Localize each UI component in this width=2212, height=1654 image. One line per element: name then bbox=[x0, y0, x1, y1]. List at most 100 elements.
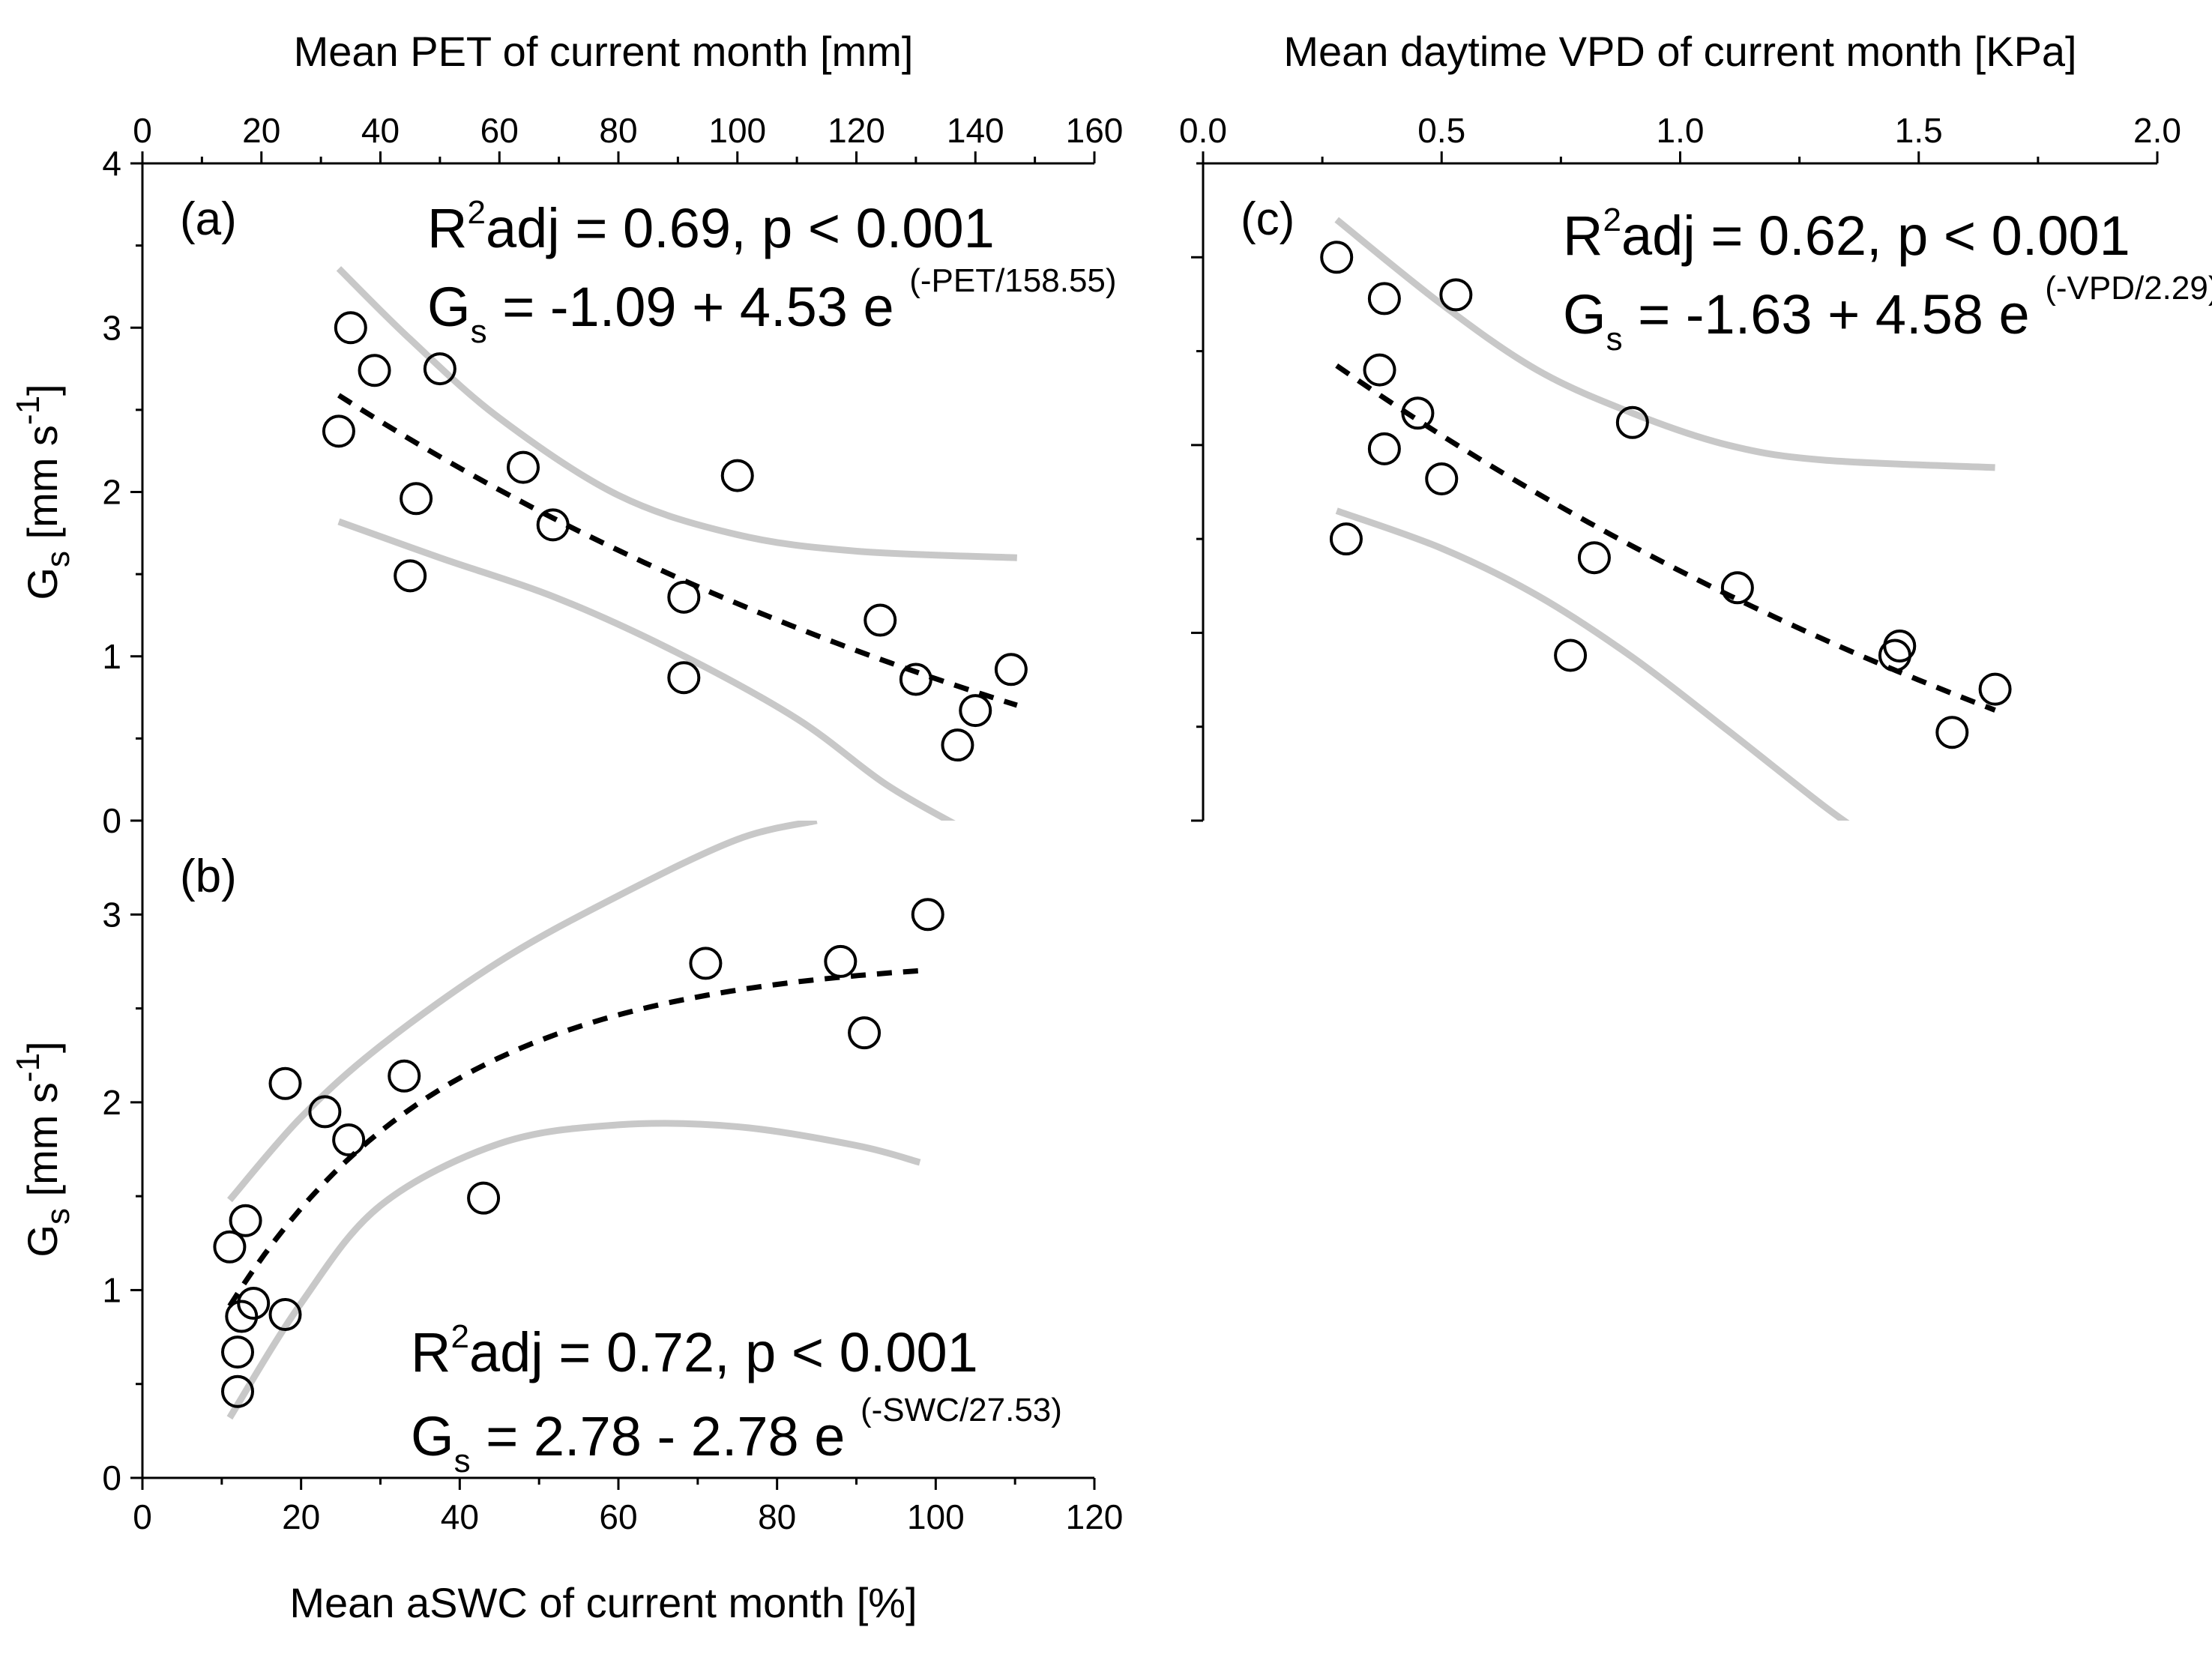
data-point bbox=[536, 508, 570, 542]
panel-label-c: (c) bbox=[1241, 193, 1295, 245]
x-axis-title-c: Mean daytime VPD of current month [KPa] bbox=[1283, 28, 2076, 75]
data-point bbox=[1720, 571, 1754, 605]
data-point bbox=[467, 1181, 501, 1215]
x-tick-label: 80 bbox=[599, 111, 637, 150]
equation-lhs: G bbox=[411, 1405, 454, 1467]
y-tick-label: 1 bbox=[102, 1270, 121, 1309]
equation-lhs-subscript: s bbox=[471, 313, 487, 350]
data-point bbox=[358, 354, 391, 387]
data-point bbox=[225, 1300, 259, 1333]
equation-exponent: (-SWC/27.53) bbox=[861, 1392, 1062, 1428]
data-point bbox=[1577, 541, 1611, 575]
x-tick-label: 0.0 bbox=[1179, 111, 1227, 150]
x-tick-label: 2.0 bbox=[2133, 111, 2181, 150]
data-point bbox=[1883, 629, 1917, 662]
x-tick-label: 40 bbox=[441, 1497, 479, 1536]
data-point bbox=[941, 728, 974, 762]
x-tick-label: 100 bbox=[907, 1497, 965, 1536]
stats-r: R bbox=[411, 1321, 450, 1383]
y-tick-label: 2 bbox=[102, 473, 121, 512]
data-point bbox=[322, 414, 355, 448]
equation-annotation-b: Gs = 2.78 - 2.78 e (-SWC/27.53) bbox=[411, 1392, 1062, 1479]
x-tick-label: 120 bbox=[828, 111, 885, 150]
y-title-unit: [mm s bbox=[19, 1082, 66, 1208]
stats-annotation-c: R2adj = 0.62, p < 0.001 bbox=[1563, 202, 2130, 267]
data-point bbox=[899, 662, 932, 696]
equation-exponent: (-VPD/2.29) bbox=[2045, 270, 2212, 307]
y-tick-label: 0 bbox=[102, 801, 121, 840]
equation-rhs: = 2.78 - 2.78 e bbox=[471, 1405, 861, 1467]
stats-annotation-a: R2adj = 0.69, p < 0.001 bbox=[427, 194, 995, 259]
x-tick-label: 0 bbox=[133, 1497, 152, 1536]
x-tick-label: 1.5 bbox=[1895, 111, 1943, 150]
stats-r-superscript: 2 bbox=[450, 1318, 468, 1355]
data-point bbox=[959, 694, 992, 728]
data-point bbox=[911, 898, 944, 932]
data-point bbox=[1978, 672, 2012, 706]
equation-lhs: G bbox=[1563, 283, 1606, 345]
ci-lower-curve-b bbox=[226, 1120, 921, 1420]
data-point bbox=[1554, 639, 1588, 672]
x-tick-label: 20 bbox=[242, 111, 280, 150]
data-point bbox=[213, 1230, 247, 1264]
ci-upper-curve-a bbox=[336, 266, 1017, 561]
ci-upper-curve-c bbox=[1334, 217, 1995, 471]
data-point bbox=[824, 944, 858, 978]
equation-rhs: = -1.63 + 4.58 e bbox=[1623, 283, 2046, 345]
data-point bbox=[268, 1066, 302, 1100]
data-point bbox=[689, 947, 723, 980]
y-title-symbol: G bbox=[19, 1225, 66, 1258]
panel-c: 0.0 0.5 1.0 1.5 2.0 Mean daytime VPD of curre… bbox=[1179, 28, 2212, 822]
fit-curve-b bbox=[227, 968, 929, 1308]
stats-r-superscript: 2 bbox=[1603, 202, 1621, 238]
data-point bbox=[667, 661, 701, 695]
data-point bbox=[1439, 278, 1473, 312]
equation-lhs-subscript: s bbox=[454, 1443, 471, 1479]
y-tick-label: 3 bbox=[102, 308, 121, 347]
y-title-unit-exp: -1 bbox=[10, 1053, 46, 1082]
y-tick-label: 1 bbox=[102, 637, 121, 676]
x-axis-title-a: Mean PET of current month [mm] bbox=[294, 28, 914, 75]
fit-curve-c bbox=[1335, 363, 1996, 713]
data-point bbox=[720, 459, 754, 492]
x-tick-label: 120 bbox=[1066, 1497, 1124, 1536]
x-tick-label: 60 bbox=[599, 1497, 637, 1536]
data-point bbox=[268, 1298, 302, 1332]
data-point bbox=[1367, 282, 1401, 316]
data-point bbox=[1401, 396, 1435, 430]
stats-text: adj = 0.69, p < 0.001 bbox=[486, 197, 995, 259]
data-point bbox=[848, 1016, 882, 1050]
y-title-unit-close: ] bbox=[19, 384, 66, 396]
data-point bbox=[1935, 716, 1969, 749]
y-tick-label: 4 bbox=[102, 144, 121, 183]
x-tick-label: 80 bbox=[758, 1497, 796, 1536]
x-axis-title-b: Mean aSWC of current month [%] bbox=[289, 1579, 917, 1626]
data-point bbox=[1320, 241, 1354, 274]
panel-label-a: (a) bbox=[180, 193, 237, 245]
x-tick-label: 140 bbox=[947, 111, 1004, 150]
stats-text: adj = 0.62, p < 0.001 bbox=[1621, 205, 2130, 267]
x-tick-label: 0.5 bbox=[1417, 111, 1465, 150]
ci-lower-curve-a bbox=[337, 518, 956, 821]
data-point bbox=[334, 311, 367, 345]
data-point bbox=[1425, 462, 1459, 495]
stats-r-superscript: 2 bbox=[467, 194, 485, 231]
data-point bbox=[221, 1374, 254, 1408]
x-tick-label: 0 bbox=[133, 111, 152, 150]
x-tick-label: 100 bbox=[708, 111, 766, 150]
data-point bbox=[1363, 353, 1396, 387]
x-tick-label: 20 bbox=[282, 1497, 320, 1536]
equation-annotation-c: Gs = -1.63 + 4.58 e (-VPD/2.29) bbox=[1563, 270, 2212, 357]
y-tick-label: 3 bbox=[102, 895, 121, 934]
y-title-unit: [mm s bbox=[19, 425, 66, 551]
panel-a: 0 20 40 60 80 100 120 140 160 0 1 2 3 4 Mean PET of cu… bbox=[10, 28, 1123, 840]
equation-annotation-a: Gs = -1.09 + 4.53 e (-PET/158.55) bbox=[427, 262, 1117, 350]
ci-upper-curve-b bbox=[227, 821, 818, 1203]
y-tick-label: 0 bbox=[102, 1458, 121, 1497]
y-tick-label: 2 bbox=[102, 1083, 121, 1122]
data-point bbox=[237, 1286, 271, 1320]
stats-r: R bbox=[1563, 205, 1603, 267]
equation-exponent: (-PET/158.55) bbox=[909, 262, 1116, 299]
data-point bbox=[864, 603, 897, 637]
panel-b: 0 20 40 60 80 100 120 0 1 2 3 Mean aSWC of current … bbox=[10, 821, 1123, 1626]
